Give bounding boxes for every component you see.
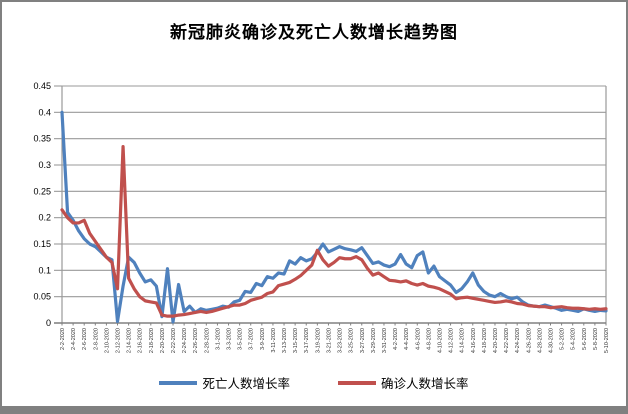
chart-title: 新冠肺炎确诊及死亡人数增长趋势图 bbox=[170, 23, 458, 42]
x-axis-tick-label: 3-7-2020 bbox=[249, 328, 255, 350]
x-axis-tick-label: 4-12-2020 bbox=[449, 328, 455, 353]
x-axis-tick-label: 5-10-2020 bbox=[604, 328, 610, 353]
x-axis-tick-label: 4-24-2020 bbox=[515, 328, 521, 353]
x-axis-tick-label: 3-27-2020 bbox=[360, 328, 366, 353]
x-axis-tick-label: 4-8-2020 bbox=[426, 328, 432, 350]
bottom-divider-bar bbox=[2, 406, 626, 412]
y-axis-tick-label: 0.1 bbox=[38, 265, 51, 275]
x-axis-tick-label: 5-4-2020 bbox=[571, 328, 577, 350]
x-axis-tick-label: 3-15-2020 bbox=[293, 328, 299, 353]
x-axis-tick-label: 2-2-2020 bbox=[60, 328, 66, 350]
x-axis-tick-label: 3-5-2020 bbox=[238, 328, 244, 350]
legend-item-confirmed: 确诊人数增长率 bbox=[338, 373, 469, 392]
x-axis-tick-label: 3-9-2020 bbox=[260, 328, 266, 350]
x-axis-tick-label: 4-20-2020 bbox=[493, 328, 499, 353]
legend-label-death: 死亡人数增长率 bbox=[202, 377, 290, 391]
legend-line-swatch-death bbox=[159, 380, 198, 385]
x-axis-tick-label: 2-26-2020 bbox=[193, 328, 199, 353]
y-axis-tick-label: 0.15 bbox=[33, 239, 51, 249]
x-axis-tick-label: 3-3-2020 bbox=[227, 328, 233, 350]
series-line-death-growth bbox=[60, 110, 608, 324]
x-axis-tick-label: 2-4-2020 bbox=[71, 328, 77, 350]
x-axis-tick-label: 5-8-2020 bbox=[593, 328, 599, 350]
x-axis-tick-label: 2-14-2020 bbox=[127, 328, 133, 353]
x-axis-tick-label: 2-22-2020 bbox=[171, 328, 177, 353]
x-axis-tick-label: 2-18-2020 bbox=[149, 328, 155, 353]
y-axis-tick-label: 0.35 bbox=[33, 134, 51, 144]
x-axis-tick-label: 4-4-2020 bbox=[404, 328, 410, 350]
x-axis-tick-label: 3-11-2020 bbox=[271, 328, 277, 353]
x-axis-tick-label: 4-16-2020 bbox=[471, 328, 477, 353]
x-axis-tick-label: 3-19-2020 bbox=[315, 328, 321, 353]
x-axis-tick-label: 4-30-2020 bbox=[548, 328, 554, 353]
x-axis-tick-label: 4-10-2020 bbox=[437, 328, 443, 353]
legend-label-confirmed: 确诊人数增长率 bbox=[381, 377, 469, 391]
y-axis-tick-label: 0.2 bbox=[38, 213, 51, 223]
y-axis-tick-label: 0.25 bbox=[33, 186, 51, 196]
x-axis-tick-label: 2-28-2020 bbox=[204, 328, 210, 353]
x-axis-tick-label: 4-2-2020 bbox=[393, 328, 399, 350]
x-axis-tick-label: 2-24-2020 bbox=[182, 328, 188, 353]
y-axis-tick-label: 0.05 bbox=[33, 292, 51, 302]
legend-line-swatch-confirmed bbox=[338, 380, 376, 385]
series-line-confirmed-growth bbox=[60, 144, 608, 318]
x-axis-tick-label: 3-23-2020 bbox=[338, 328, 344, 353]
x-axis-tick-label: 3-21-2020 bbox=[326, 328, 332, 353]
y-axis-tick-label: 0.4 bbox=[38, 107, 51, 117]
x-axis-tick-label: 3-1-2020 bbox=[215, 328, 221, 350]
x-axis-tick-label: 3-31-2020 bbox=[382, 328, 388, 353]
x-axis-tick-label: 2-12-2020 bbox=[116, 328, 122, 353]
y-axis-tick-label: 0 bbox=[46, 318, 51, 328]
x-axis-tick-label: 2-10-2020 bbox=[104, 328, 110, 353]
x-axis-tick-label: 2-20-2020 bbox=[160, 328, 166, 353]
x-axis-tick-label: 2-6-2020 bbox=[82, 328, 88, 350]
legend-item-death: 死亡人数增长率 bbox=[159, 373, 290, 392]
x-axis-tick-label: 3-25-2020 bbox=[349, 328, 355, 353]
x-axis-tick-label: 3-13-2020 bbox=[282, 328, 288, 353]
x-axis-tick-label: 3-17-2020 bbox=[304, 328, 310, 353]
y-axis-tick-label: 0.3 bbox=[38, 160, 51, 170]
x-axis-tick-label: 4-18-2020 bbox=[482, 328, 488, 353]
x-axis-tick-label: 4-28-2020 bbox=[537, 328, 543, 353]
x-axis-tick-label: 4-14-2020 bbox=[460, 328, 466, 353]
x-axis-tick-label: 5-6-2020 bbox=[582, 328, 588, 350]
x-axis-tick-label: 3-29-2020 bbox=[371, 328, 377, 353]
y-axis-tick-label: 0.45 bbox=[33, 81, 51, 91]
x-axis-tick-label: 5-2-2020 bbox=[560, 328, 566, 350]
chart-legend: 死亡人数增长率 确诊人数增长率 bbox=[2, 373, 626, 392]
x-axis-tick-label: 2-8-2020 bbox=[93, 328, 99, 350]
x-axis-tick-label: 4-22-2020 bbox=[504, 328, 510, 353]
x-axis-tick-label: 4-26-2020 bbox=[526, 328, 532, 353]
x-axis-tick-label: 4-6-2020 bbox=[415, 328, 421, 350]
x-axis-tick-label: 2-16-2020 bbox=[138, 328, 144, 353]
